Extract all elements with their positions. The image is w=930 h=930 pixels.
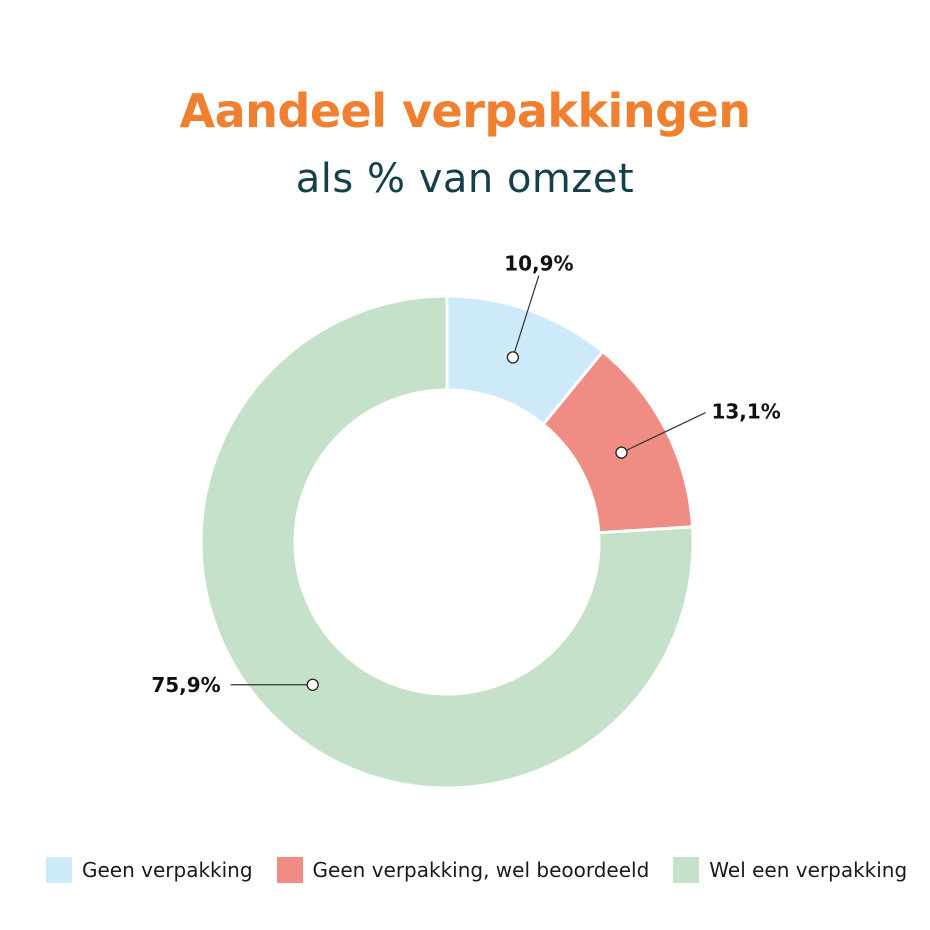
legend-label-geen-verpakking-wel-beoordeeld: Geen verpakking, wel beoordeeld: [312, 858, 650, 882]
label-marker-wel-een-verpakking: [306, 678, 319, 691]
label-marker-geen-verpakking-wel-beoordeeld: [615, 446, 628, 459]
legend-item-geen-verpakking: Geen verpakking: [46, 857, 253, 883]
legend-label-geen-verpakking: Geen verpakking: [82, 858, 253, 882]
chart-subtitle: als % van omzet: [295, 156, 635, 202]
legend-item-geen-verpakking-wel-beoordeeld: Geen verpakking, wel beoordeeld: [276, 857, 650, 883]
slice-wel-een-verpakking: [199, 294, 695, 790]
legend-swatch-geen-verpakking-wel-beoordeeld: [276, 857, 303, 883]
legend-item-wel-een-verpakking: Wel een verpakking: [673, 857, 907, 883]
data-label-wel-een-verpakking: 75,9%: [151, 673, 220, 697]
legend-swatch-wel-een-verpakking: [673, 857, 700, 883]
data-label-geen-verpakking: 10,9%: [504, 251, 573, 275]
leader-line-geen-verpakking-wel-beoordeeld: [621, 412, 706, 454]
label-marker-geen-verpakking: [506, 351, 520, 364]
legend-label-wel-een-verpakking: Wel een verpakking: [709, 858, 908, 882]
data-label-geen-verpakking-wel-beoordeeld: 13,1%: [711, 400, 780, 424]
leader-line-geen-verpakking: [512, 275, 540, 358]
legend-swatch-geen-verpakking: [46, 857, 72, 883]
legend: Geen verpakking Geen verpakking, wel beo…: [46, 857, 907, 883]
chart-title: Aandeel verpakkingen: [179, 84, 751, 138]
